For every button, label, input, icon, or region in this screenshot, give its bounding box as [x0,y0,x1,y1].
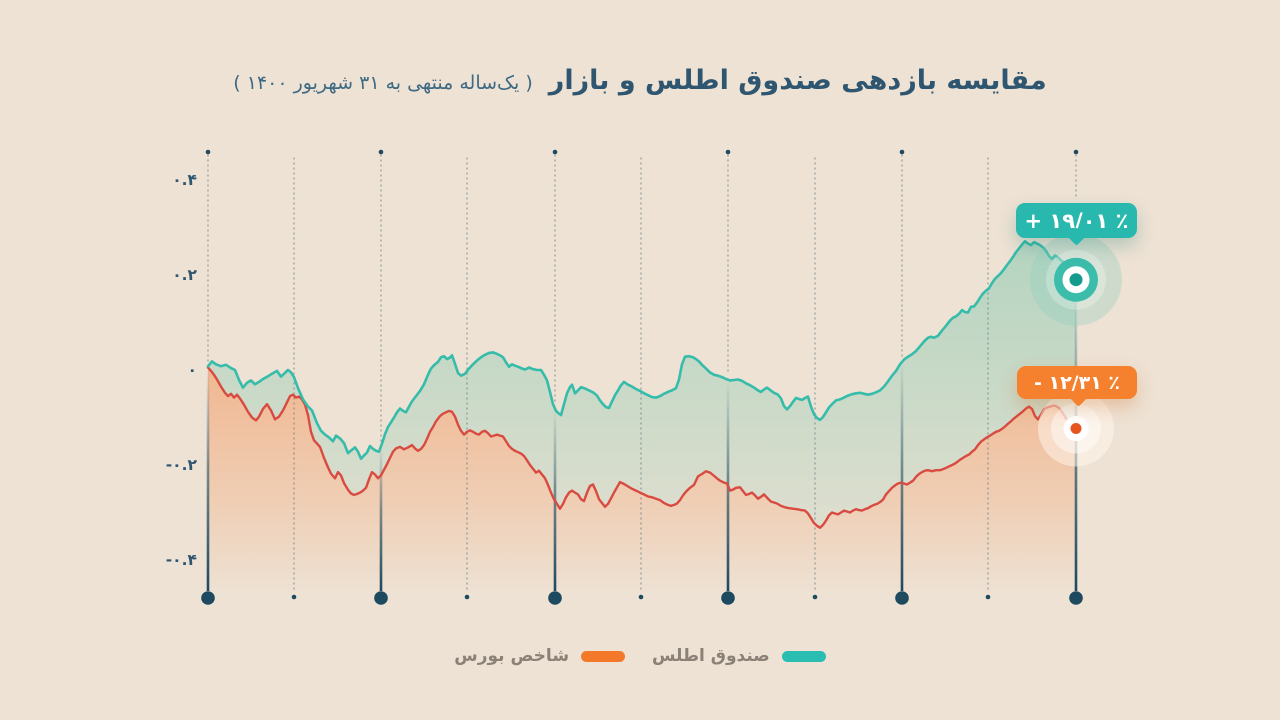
major-axis-dot [1069,591,1083,605]
atlas-end-marker [1030,233,1122,326]
atlas-fund-label: صندوق اطلس [652,646,770,666]
y-axis-tick: -۰.۲ [165,456,197,474]
major-top-dot [378,149,384,155]
y-axis-tick: -۰.۴ [165,551,197,569]
page-title: مقایسه بازدهی صندوق اطلس و بازار [548,65,1047,96]
page-subtitle: ( یک‌ساله منتهی به ۳۱ شهریور ۱۴۰۰ ) [233,72,533,94]
major-axis-dot [721,591,735,605]
major-axis-dot [895,591,909,605]
market-index-swatch [581,650,626,662]
market-end-marker [1038,390,1114,467]
atlas-fund-swatch [781,650,826,662]
major-top-dot [1073,149,1079,155]
market-index-line [206,366,1078,529]
y-axis-tick: ۰.۲ [172,266,197,284]
y-axis-tick: ۰ [187,361,197,379]
minor-axis-dot [985,594,991,600]
legend: صندوق اطلس شاخص بورس [0,646,1280,666]
y-axis-tick: ۰.۴ [172,171,197,189]
legend-item-atlas-fund: صندوق اطلس [652,646,826,666]
major-axis-dot [374,591,388,605]
atlas-callout-value: + ۱۹/۰۱ ٪ [1024,208,1129,233]
minor-axis-dot [638,594,644,600]
major-top-dot [725,149,731,155]
legend-item-market-index: شاخص بورس [454,646,626,666]
market-callout-value: - ۱۲/۳۱ ٪ [1033,371,1121,394]
market-callout: - ۱۲/۳۱ ٪ [1017,366,1137,399]
major-top-dot [552,149,558,155]
major-axis-dot [201,591,215,605]
chart-header: مقایسه بازدهی صندوق اطلس و بازار ( یک‌سال… [0,62,1280,103]
atlas-fund-line [206,240,1078,461]
atlas-callout: + ۱۹/۰۱ ٪ [1016,203,1137,238]
minor-axis-dot [291,594,297,600]
market-index-label: شاخص بورس [454,646,570,666]
minor-axis-dot [464,594,470,600]
major-top-dot [205,149,211,155]
atlas-fund-area [208,241,1076,528]
market-index-area [208,367,1076,600]
major-top-dot [899,149,905,155]
major-axis-dot [548,591,562,605]
minor-axis-dot [812,594,818,600]
